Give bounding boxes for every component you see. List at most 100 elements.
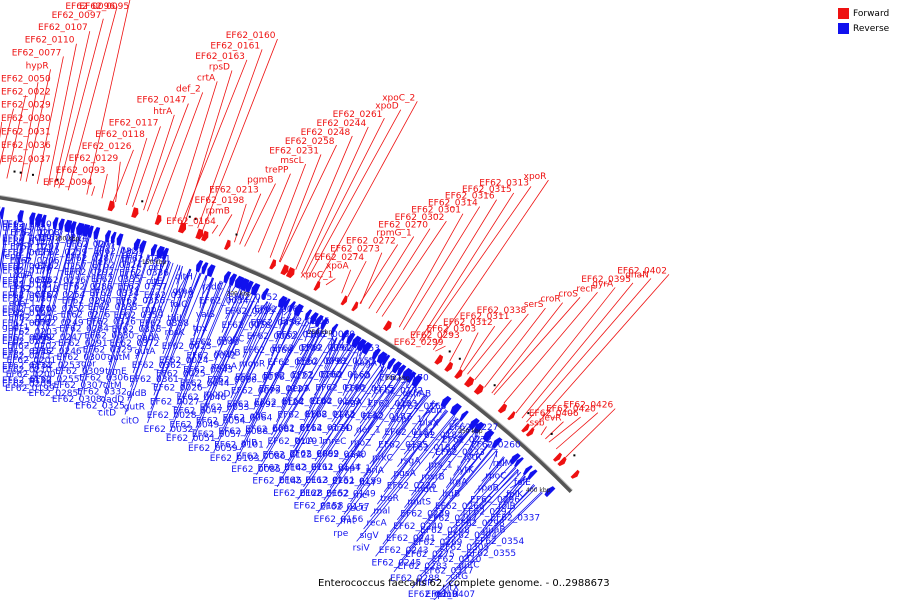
reverse-gene-leader: [35, 229, 56, 345]
reverse-gene-label: EF62_0330: [85, 331, 135, 341]
reverse-gene-label: EF62_0127: [2, 238, 52, 248]
reverse-gene-label: EF62_0233: [435, 448, 485, 458]
reverse-gene-label: EF62_0032: [144, 425, 194, 435]
forward-gene-leader: [146, 103, 189, 212]
reverse-gene-leader: [365, 370, 393, 411]
reverse-gene-label: EF62_0043: [183, 365, 233, 375]
forward-gene-leader: [555, 412, 599, 450]
forward-gene-leader: [143, 114, 175, 211]
reverse-gene-label: pepT_1: [338, 464, 371, 474]
reverse-gene-leader: [231, 286, 236, 292]
reverse-gene-label: EF62_0180: [2, 295, 52, 305]
reverse-gene-label: gutA: [134, 347, 156, 357]
reverse-gene-label: folE: [514, 478, 531, 488]
reverse-gene-glyph: [361, 341, 373, 355]
reverse-gene-leader: [379, 363, 384, 372]
forward-gene-label: EF62_0161: [210, 41, 260, 51]
reverse-gene-leader: [195, 294, 253, 429]
reverse-gene-leader: [329, 376, 401, 488]
reverse-gene-leader: [419, 469, 519, 577]
reverse-gene-label: EF62_0187: [362, 412, 412, 422]
reverse-gene-leader: [343, 395, 428, 515]
reverse-gene-label: EF62_0308: [52, 395, 102, 405]
reverse-gene-label: sun: [426, 406, 442, 416]
reverse-gene-leader: [124, 265, 181, 415]
forward-gene-leader: [421, 186, 532, 343]
reverse-gene-label: EF62_0071: [2, 291, 52, 301]
reverse-gene-label: EF62_0168: [397, 402, 447, 412]
forward-gene-leader: [174, 81, 218, 221]
forward-gene-label: EF62_0270: [378, 221, 428, 231]
legend-label-reverse: Reverse: [853, 23, 890, 34]
reverse-gene-label: EF62_0247: [33, 333, 83, 343]
reverse-gene-label: EF62_0326: [86, 317, 136, 327]
reverse-gene-label: mreD: [328, 424, 353, 434]
reverse-gene-leader: [93, 238, 98, 245]
reverse-gene-leader: [293, 347, 355, 448]
reverse-gene-label: folK: [506, 490, 524, 500]
reverse-gene-label: EF62_0081: [245, 425, 295, 435]
reverse-gene-label: uxuA: [10, 271, 34, 281]
scale-label: 250 kbp: [308, 329, 333, 336]
scale-label: 400 kbp: [526, 487, 551, 494]
reverse-gene-leader: [213, 308, 283, 453]
reverse-gene-label: EF62_0088: [218, 427, 268, 437]
reverse-gene-label: EF62_0084: [223, 414, 273, 424]
reverse-gene-label: EF62_0124: [254, 398, 304, 408]
reverse-gene-label: EF62_0061: [254, 305, 304, 315]
reverse-gene-glyph: [250, 282, 261, 296]
reverse-gene-leader: [218, 291, 246, 347]
reverse-gene-label: EF62_0300: [57, 353, 107, 363]
forward-gene-leader: [115, 161, 121, 203]
reverse-gene-label: EF62_0254: [36, 290, 86, 300]
reverse-gene-glyph: [309, 312, 319, 325]
reverse-gene-leader: [416, 443, 489, 537]
reverse-gene-leader: [170, 266, 183, 313]
reverse-gene-label: EF62_0253: [31, 361, 81, 371]
reverse-gene-label: mreC: [322, 437, 346, 447]
forward-gene-label: EF62_0302: [395, 213, 445, 223]
reverse-gene-leader: [462, 485, 536, 559]
reverse-gene-label: EF62_0072: [2, 319, 52, 329]
reverse-gene-label: EF62_0170: [379, 373, 429, 383]
reverse-gene-leader: [147, 272, 201, 424]
reverse-gene-label: EF62_0232: [442, 435, 492, 445]
reverse-gene-leader: [38, 230, 62, 303]
reverse-gene-label: EF62_0284: [59, 325, 109, 335]
reverse-gene-label: EF62_0056: [251, 318, 301, 328]
reverse-gene-label: EF62_0257: [37, 262, 87, 272]
reverse-gene-label: EF62_0288: [390, 574, 440, 584]
forward-gene-leader: [279, 144, 337, 263]
forward-gene-glyph: [552, 452, 562, 462]
reverse-gene-glyph: [356, 338, 367, 352]
forward-gene-glyph: [525, 427, 535, 437]
reverse-gene-label: EF62_0062: [247, 332, 297, 342]
reverse-gene-leader: [127, 262, 174, 401]
reverse-gene-glyph: [396, 364, 407, 377]
forward-gene-glyph: [195, 228, 204, 240]
reverse-gene-label: gor: [81, 359, 96, 369]
forward-gene-leader: [449, 338, 463, 362]
reverse-gene-label: EF62_0074: [2, 262, 52, 272]
reverse-gene-label: EF62_0125: [263, 450, 313, 460]
reverse-gene-leader: [376, 365, 384, 385]
reverse-gene-label: EF62_0105: [280, 317, 330, 327]
forward-gene-label: EF62_0301: [411, 206, 461, 216]
reverse-gene-glyph: [482, 429, 495, 442]
marker-dot: [188, 215, 191, 218]
reverse-gene-label: EF62_0103: [210, 454, 260, 464]
reverse-gene-leader: [257, 297, 260, 303]
forward-gene-label: EF62_0029: [1, 101, 51, 111]
reverse-gene-leader: [34, 232, 70, 360]
reverse-gene-label: EF62_0034: [199, 296, 249, 306]
reverse-gene-label: EF62_0151: [305, 476, 355, 486]
reverse-gene-label: EF62_0145: [252, 477, 302, 487]
reverse-gene-leader: [353, 350, 359, 370]
reverse-gene-label: EF62_0210: [2, 365, 52, 375]
reverse-gene-leader: [342, 352, 363, 396]
reverse-gene-glyph: [527, 469, 538, 480]
forward-gene-label: EF62_0077: [12, 48, 62, 58]
forward-gene-leader: [325, 278, 336, 286]
forward-gene-label: EF62_0299: [394, 338, 444, 348]
reverse-gene-label: oadA: [137, 333, 161, 343]
